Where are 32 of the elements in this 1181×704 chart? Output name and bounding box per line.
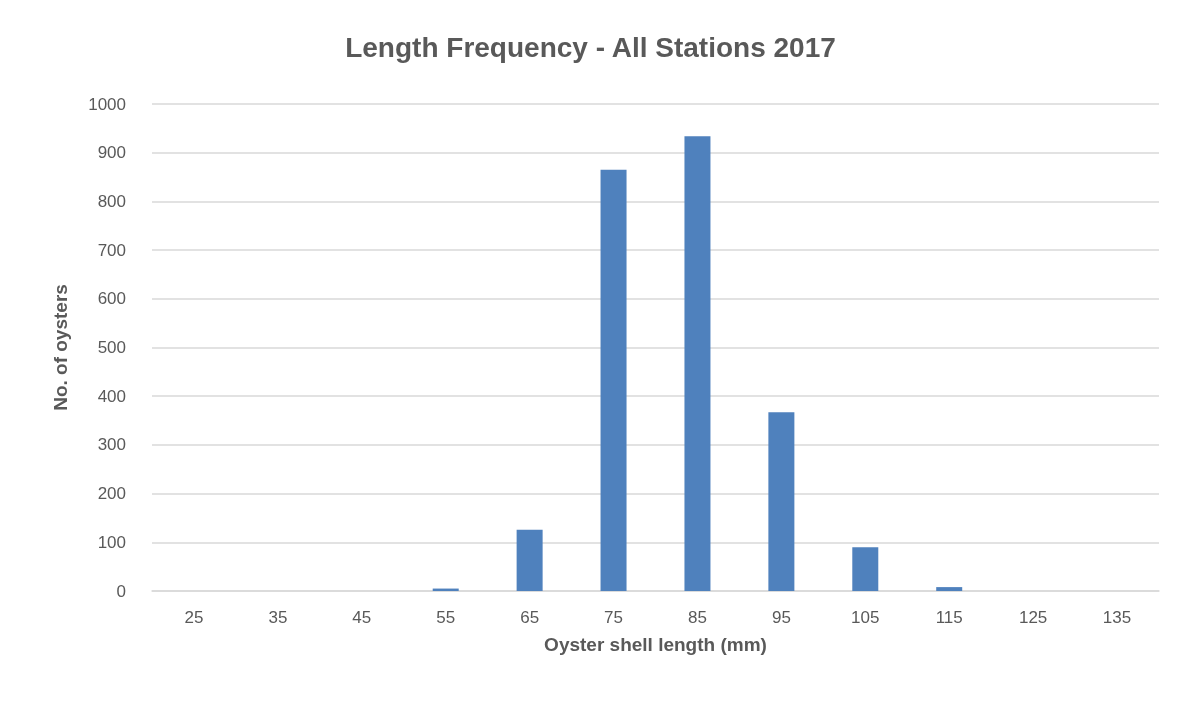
x-tick-label: 65 [520,608,540,627]
x-tick-label: 95 [771,608,791,627]
y-tick-label: 200 [97,484,126,504]
x-tick-label: 135 [1102,608,1132,627]
bar [684,136,711,591]
x-tick-label: 35 [268,608,288,627]
y-tick-label: 300 [97,435,126,455]
bar [516,529,543,591]
x-tick-label: 85 [688,608,707,627]
x-tick-label: 55 [436,608,456,627]
y-tick-label: 100 [97,532,126,552]
bar [936,587,963,591]
x-tick-label: 75 [604,608,623,627]
chart-title: Length Frequency - All Stations 2017 [345,31,836,63]
x-tick-label: 115 [935,608,963,627]
bar [600,169,627,591]
y-tick-label: 0 [116,581,126,601]
y-tick-label: 900 [97,143,126,163]
x-tick-label: 25 [184,608,204,627]
y-tick-label: 500 [97,338,126,357]
x-axis-title: Oyster shell length (mm) [544,634,767,655]
bar [768,412,795,591]
y-axis-title: No. of oysters [50,284,71,411]
x-tick-label: 45 [352,608,372,627]
bar [852,547,879,591]
y-tick-label: 400 [97,386,126,406]
y-tick-label: 800 [97,191,126,211]
y-tick-label: 1000 [88,94,126,114]
x-tick-label: 125 [1018,608,1048,627]
y-tick-label: 700 [97,240,126,260]
y-tick-label: 600 [97,289,126,309]
x-tick-label: 105 [851,608,880,627]
